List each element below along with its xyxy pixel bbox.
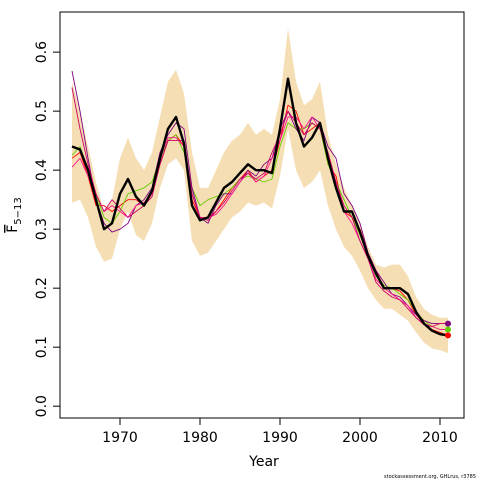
y-axis-title: F5−13 bbox=[5, 197, 24, 233]
series-line-6 bbox=[71, 87, 448, 327]
confidence-band-layer bbox=[72, 28, 448, 354]
y-tick-label: 0.4 bbox=[34, 159, 50, 181]
credit-text: stockassessment.org, GHLrus, r3785 bbox=[384, 474, 476, 480]
series-layer bbox=[71, 70, 449, 337]
svg-text:F5−13: F5−13 bbox=[5, 197, 24, 233]
series-line-1 bbox=[71, 77, 449, 337]
y-tick-label: 0.0 bbox=[34, 395, 50, 417]
x-tick-label: 2000 bbox=[342, 430, 378, 446]
series-end-point-4 bbox=[445, 320, 451, 327]
y-tick-label: 0.2 bbox=[34, 277, 50, 299]
x-tick-label: 2010 bbox=[422, 430, 458, 446]
x-axis: 1970 1980 1990 2000 2010 bbox=[102, 418, 458, 446]
series-end-point-3 bbox=[445, 326, 451, 333]
end-marker-layer bbox=[445, 320, 451, 339]
y-axis-title-main: F bbox=[5, 225, 21, 233]
x-tick-label: 1970 bbox=[102, 430, 138, 446]
y-tick-label: 0.3 bbox=[34, 218, 50, 240]
y-tick-label: 0.6 bbox=[34, 41, 50, 63]
x-tick-label: 1990 bbox=[262, 430, 298, 446]
y-tick-label: 0.1 bbox=[34, 336, 50, 358]
y-tick-label: 0.5 bbox=[34, 100, 50, 122]
confidence-band bbox=[72, 28, 448, 354]
x-tick-label: 1980 bbox=[182, 430, 218, 446]
series-end-point-2 bbox=[445, 332, 451, 339]
y-axis-title-subscript: 5−13 bbox=[13, 197, 24, 224]
plot-frame bbox=[59, 11, 465, 419]
x-axis-title: Year bbox=[248, 454, 279, 470]
y-axis: 0.0 0.1 0.2 0.3 0.4 0.5 0.6 bbox=[34, 41, 60, 417]
